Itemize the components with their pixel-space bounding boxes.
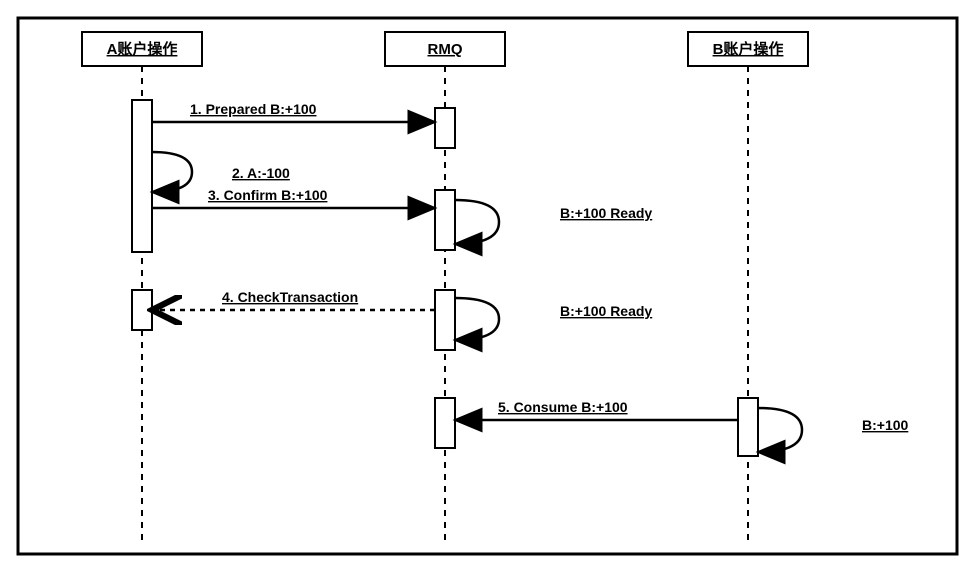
activation-B-6 <box>738 398 758 456</box>
lifeline-label-B: B账户操作 <box>713 40 784 58</box>
activation-RMQ-3 <box>435 190 455 250</box>
activation-RMQ-4 <box>435 290 455 350</box>
message-label-r1: B:+100 Ready <box>560 205 652 221</box>
message-label-5: 5. Consume B:+100 <box>498 399 628 415</box>
message-label-3: 3. Confirm B:+100 <box>208 187 328 203</box>
activation-A-1 <box>132 290 152 330</box>
lifeline-label-A: A账户操作 <box>107 40 178 58</box>
message-label-4: 4. CheckTransaction <box>222 289 358 305</box>
activation-A-0 <box>132 100 152 252</box>
diagram-frame <box>18 18 957 554</box>
message-label-1: 1. Prepared B:+100 <box>190 101 317 117</box>
activation-RMQ-5 <box>435 398 455 448</box>
message-label-r2: B:+100 Ready <box>560 303 652 319</box>
message-label-r3: B:+100 <box>862 417 909 433</box>
lifeline-label-RMQ: RMQ <box>428 41 463 58</box>
self-message-2 <box>152 152 192 192</box>
self-message-r3 <box>758 408 802 452</box>
self-message-r1 <box>455 200 499 244</box>
self-message-r2 <box>455 298 499 340</box>
activation-RMQ-2 <box>435 108 455 148</box>
message-label-2: 2. A:-100 <box>232 165 290 181</box>
sequence-diagram: A账户操作 RMQ B账户操作 1. Prepared B:+100 2. A:-10… <box>0 0 975 572</box>
